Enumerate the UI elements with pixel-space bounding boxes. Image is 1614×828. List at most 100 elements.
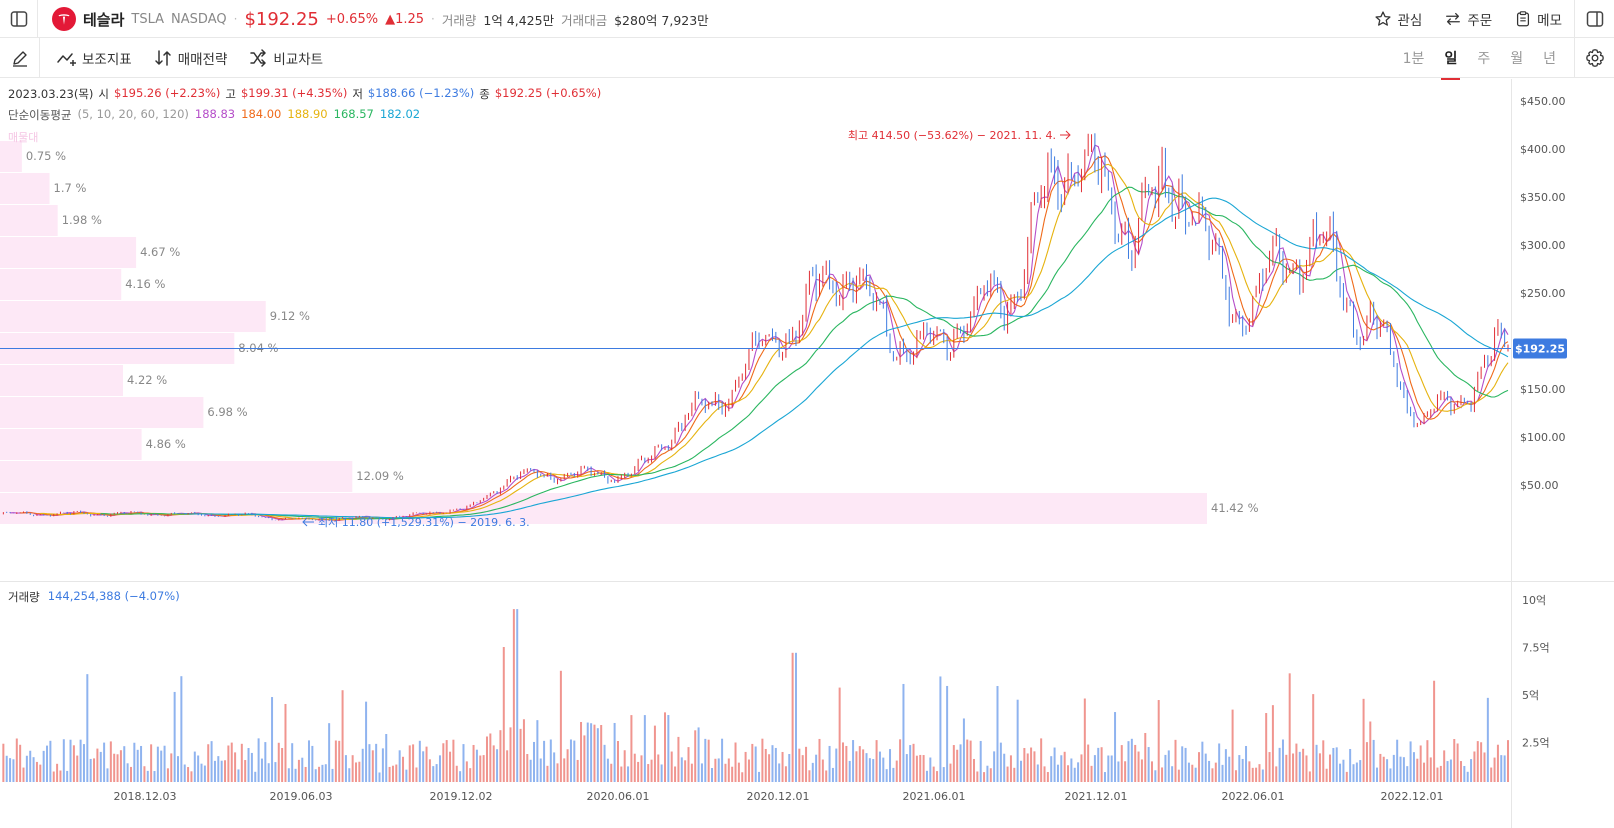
volume-bar	[1332, 747, 1335, 782]
strategy-button[interactable]: 매매전략	[154, 48, 227, 68]
watch-button[interactable]: 관심	[1374, 9, 1422, 29]
volume-bar	[600, 725, 603, 782]
price-chart[interactable]: 0.75 %1.7 %1.98 %4.67 %4.16 %9.12 %8.04 …	[0, 79, 1614, 581]
volume-bar	[1382, 756, 1385, 782]
volume-bar	[183, 764, 186, 782]
volume-bar	[146, 770, 149, 782]
volume-bar	[670, 751, 673, 782]
volume-bar	[358, 761, 361, 782]
volume-bar	[398, 750, 401, 782]
volume-bar	[375, 743, 378, 782]
volume-bar	[1406, 766, 1409, 782]
volume-bar	[724, 763, 727, 782]
volume-bar	[207, 744, 210, 782]
order-button[interactable]: 주문	[1444, 9, 1492, 29]
change-percent: +0.65%	[325, 11, 379, 27]
volume-bar	[1302, 748, 1305, 782]
indicators-button[interactable]: 보조지표	[56, 48, 132, 68]
volume-bar	[1090, 765, 1093, 782]
volume-bar	[680, 757, 683, 782]
compare-chart-button[interactable]: 비교차트	[249, 48, 323, 68]
chart-settings-button[interactable]	[1574, 38, 1614, 78]
volume-bar	[365, 701, 368, 782]
volume-bar	[200, 763, 203, 782]
volume-bar	[976, 771, 979, 782]
volume-bar	[674, 766, 677, 782]
volume-chart[interactable]: 10억 7.5억 5억 2.5억 2018.12.03 2019.06.03 2019.1…	[0, 582, 1614, 828]
volume-bar	[633, 753, 636, 782]
volume-bar	[1285, 754, 1288, 782]
ma5-value: 188.83	[194, 107, 236, 121]
volume-profile-label: 4.16 %	[125, 277, 165, 291]
volume-bar	[1067, 765, 1070, 782]
volume-bar	[49, 740, 52, 782]
volume-bar	[1496, 744, 1499, 782]
volume-bar	[848, 760, 851, 782]
volume-bar	[177, 756, 180, 782]
current-price: $192.25	[244, 8, 319, 30]
volume-bar	[355, 762, 358, 782]
volume-bar	[1288, 673, 1291, 782]
volume-bar	[1211, 768, 1214, 782]
date-tick-label: 2020.06.01	[587, 790, 650, 803]
volume-bar	[143, 766, 146, 782]
memo-button[interactable]: 메모	[1514, 9, 1562, 29]
volume-bar	[1228, 756, 1231, 782]
volume-bar	[616, 741, 619, 782]
volume-bar	[170, 753, 173, 782]
volume-bar	[1103, 772, 1106, 782]
volume-tick-label: 5억	[1522, 689, 1539, 702]
volume-bar	[835, 748, 838, 782]
volume-bar	[559, 670, 562, 782]
volume-bar	[677, 736, 680, 782]
volume-bar	[230, 742, 233, 782]
volume-bar	[1379, 753, 1382, 782]
volume-bar	[311, 745, 314, 782]
volume-bar	[556, 763, 559, 782]
volume-bar	[653, 725, 656, 782]
volume-bar	[1070, 758, 1073, 782]
volume-bar	[415, 767, 418, 782]
period-1min-tab[interactable]: 1분	[1402, 51, 1425, 67]
low-value: $188.66 (−1.23%)	[367, 86, 475, 100]
stock-name: 테슬라	[83, 10, 125, 29]
volume-bar	[1056, 764, 1059, 782]
volume-bar	[939, 676, 942, 782]
volume-tick-label: 2.5억	[1522, 737, 1550, 750]
volume-bar	[62, 739, 65, 782]
volume-bar	[663, 712, 666, 782]
volume-bar	[1446, 761, 1449, 782]
price-tick-label: $300.00	[1520, 239, 1566, 252]
period-week-tab[interactable]: 주	[1477, 51, 1491, 67]
volume-bar	[1164, 754, 1167, 782]
volume-bar	[482, 755, 485, 782]
volume-bar	[1318, 753, 1321, 782]
current-price-tag	[1513, 338, 1567, 359]
volume-bar	[838, 687, 841, 782]
volume-bar	[1449, 759, 1452, 782]
volume-bar	[126, 763, 129, 782]
volume-bar	[1191, 764, 1194, 782]
volume-bar	[5, 755, 8, 782]
volume-bar	[455, 765, 458, 782]
volume-bar	[1006, 766, 1009, 782]
volume-bar	[1308, 771, 1311, 782]
volume-bar	[1184, 747, 1187, 782]
volume-bar	[86, 674, 89, 782]
volume-bar	[1238, 755, 1241, 782]
volume-bar	[1255, 767, 1258, 782]
volume-bar	[1503, 755, 1506, 782]
volume-bar	[281, 747, 284, 782]
volume-bar	[502, 647, 505, 782]
period-day-tab[interactable]: 일	[1441, 48, 1461, 80]
drawing-tool-button[interactable]	[0, 38, 40, 78]
volume-profile-label: 1.98 %	[62, 213, 102, 227]
sidebar-toggle-button[interactable]	[0, 0, 38, 38]
volume-bar	[962, 718, 965, 782]
volume-bar	[1433, 680, 1436, 782]
period-year-tab[interactable]: 년	[1543, 51, 1556, 67]
right-panel-toggle-button[interactable]	[1574, 0, 1614, 38]
volume-bar	[1426, 740, 1429, 782]
volume-bar	[747, 759, 750, 782]
period-month-tab[interactable]: 월	[1510, 51, 1524, 67]
